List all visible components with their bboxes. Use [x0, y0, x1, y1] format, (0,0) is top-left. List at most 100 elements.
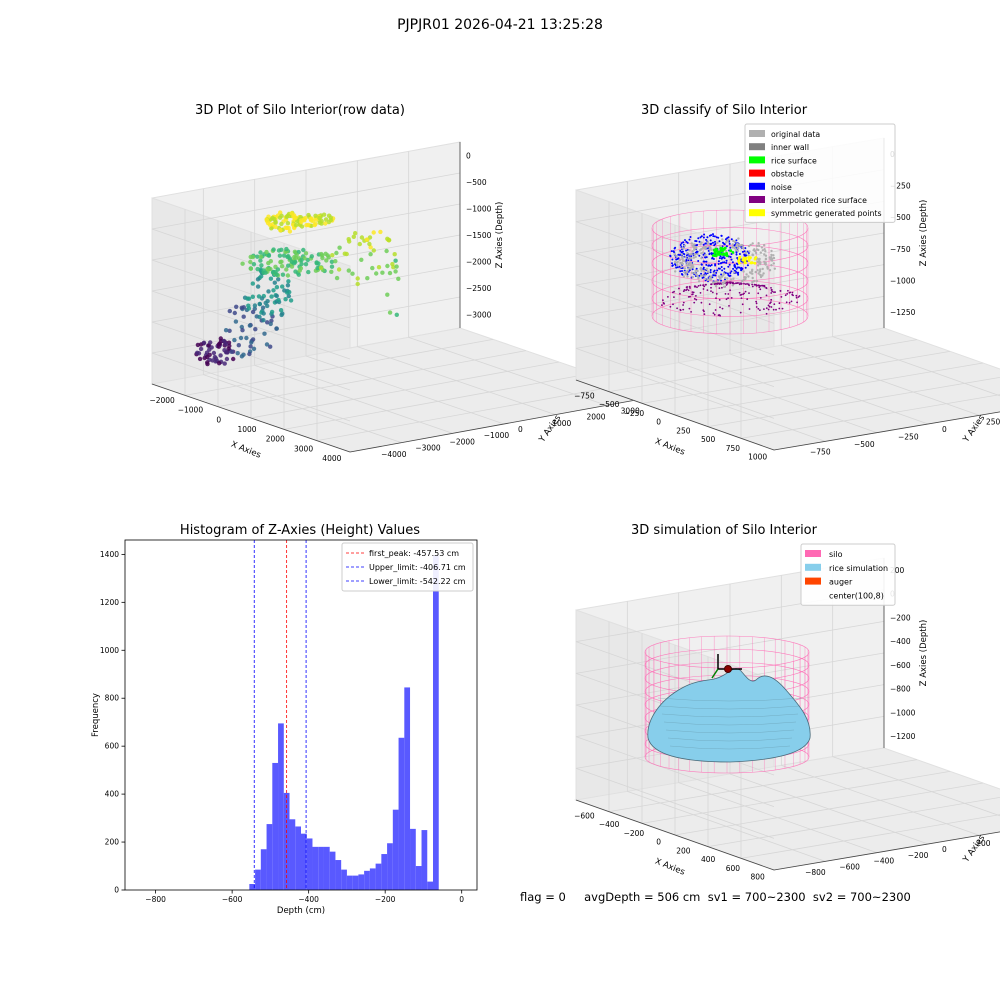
panel1-point: [251, 346, 257, 351]
panel1-point: [285, 283, 291, 288]
panel2-original-point: [686, 261, 689, 264]
panel1-point: [250, 309, 256, 315]
panel1-point: [276, 277, 281, 282]
panel2-interpolated-point: [759, 288, 762, 291]
panel2-original-point: [764, 254, 768, 257]
panel1-point: [315, 265, 320, 271]
panel2-original-point: [753, 248, 756, 251]
panel2-original-point: [716, 241, 719, 244]
panel1-point: [227, 328, 232, 333]
panel3-title: Histogram of Z-Axies (Height) Values: [179, 523, 421, 538]
panel3-ytick-label: 400: [105, 790, 120, 799]
panel1-point: [274, 293, 279, 299]
panel2-noise-point: [735, 239, 738, 242]
panel2-xtick-label: 1000: [748, 453, 767, 462]
panel2-interpolated-point: [751, 285, 754, 288]
panel1-point: [342, 251, 347, 256]
panel2-interpolated-point: [695, 298, 698, 301]
panel2-noise-point: [710, 252, 713, 255]
panel4-xlabel: X Axies: [653, 857, 686, 878]
panel1-point: [329, 269, 334, 274]
panel2-original-point: [731, 284, 734, 287]
panel2-noise-point: [696, 244, 699, 246]
panel2-noise-point: [721, 269, 724, 272]
panel2-original-point: [692, 246, 695, 249]
panel1-point: [387, 270, 393, 276]
panel2-interpolated-point: [682, 308, 685, 311]
panel2-interpolated-point: [718, 314, 721, 316]
panel1-point: [284, 225, 290, 231]
panel1-point: [285, 213, 290, 219]
panel2-interpolated-point: [778, 307, 781, 310]
panel2-noise-point: [729, 256, 732, 258]
panel2-noise-point: [735, 253, 738, 256]
panel2-interpolated-point: [685, 289, 687, 292]
panel2-original-point: [706, 278, 709, 282]
panel2-original-point: [726, 277, 729, 280]
panel2-legend-swatch: [749, 143, 765, 151]
panel1-point: [232, 310, 237, 316]
panel3-bar: [312, 846, 319, 890]
panel2-noise-point: [709, 271, 712, 274]
panel1-point: [257, 301, 262, 307]
panel2-original-point: [680, 253, 684, 256]
panel2-rice-point: [719, 248, 723, 252]
panel2-original-point: [726, 240, 729, 243]
panel1-point: [255, 266, 260, 272]
panel3-bar: [410, 828, 416, 890]
panel2-original-point: [773, 267, 776, 270]
panel2-noise-point: [708, 252, 711, 255]
panel1-point: [306, 222, 311, 228]
panel1-point: [256, 294, 262, 299]
panel1-chart: −2000−1000010002000300040004000300020001…: [149, 141, 674, 463]
panel1-point: [258, 254, 263, 259]
panel2-interpolated-point: [725, 284, 728, 286]
panel2-interpolated-point: [663, 302, 665, 305]
panel1-ytick-label: 3000: [621, 406, 640, 415]
panel2-interpolated-point: [744, 283, 747, 285]
panel2-noise-point: [735, 267, 738, 270]
panel2-noise-point: [669, 255, 672, 258]
panel2-original-point: [733, 271, 736, 274]
panel1-point: [313, 213, 318, 218]
panel2-noise-point: [684, 239, 686, 242]
panel2-original-point: [704, 277, 707, 281]
panel2-original-point: [731, 245, 735, 249]
panel2-original-point: [691, 250, 694, 253]
panel1-point: [250, 281, 255, 286]
panel2-noise-point: [715, 271, 718, 274]
panel2-interpolated-point: [746, 298, 749, 301]
panel2-noise-point: [729, 272, 732, 274]
panel2-noise-point: [707, 264, 710, 267]
panel2-original-point: [690, 242, 693, 245]
panel3-ytick-label: 600: [105, 742, 120, 751]
panel2-interpolated-point: [678, 287, 680, 290]
panel2-original-point: [764, 250, 767, 253]
panel2-noise-point: [682, 241, 685, 244]
panel2-noise-point: [679, 249, 682, 252]
panel3-bar: [260, 849, 267, 890]
panel1-point: [255, 277, 261, 282]
panel2-noise-point: [685, 254, 688, 257]
panel2-interpolated-point: [796, 301, 798, 304]
panel2-noise-point: [718, 257, 721, 260]
panel3-bar: [278, 723, 284, 890]
panel2-noise-point: [723, 267, 726, 270]
panel2-noise-point: [712, 241, 714, 244]
panel2-noise-point: [738, 253, 741, 255]
panel1-point: [293, 259, 298, 265]
panel1-point: [261, 311, 266, 316]
panel2-original-point: [676, 263, 679, 267]
panel3-bar: [335, 860, 342, 890]
panel2-interpolated-point: [742, 293, 744, 296]
panel2-original-point: [751, 276, 754, 280]
panel2-noise-point: [727, 265, 730, 268]
panel3-bar: [433, 555, 439, 890]
panel2-original-point: [723, 281, 726, 284]
panel2-noise-point: [728, 275, 731, 277]
panel1-point: [269, 294, 274, 299]
panel3-frame: [124, 539, 478, 891]
panel2-original-point: [731, 243, 734, 246]
panel2-grid: [832, 336, 1000, 397]
panel2-original-point: [762, 272, 765, 275]
